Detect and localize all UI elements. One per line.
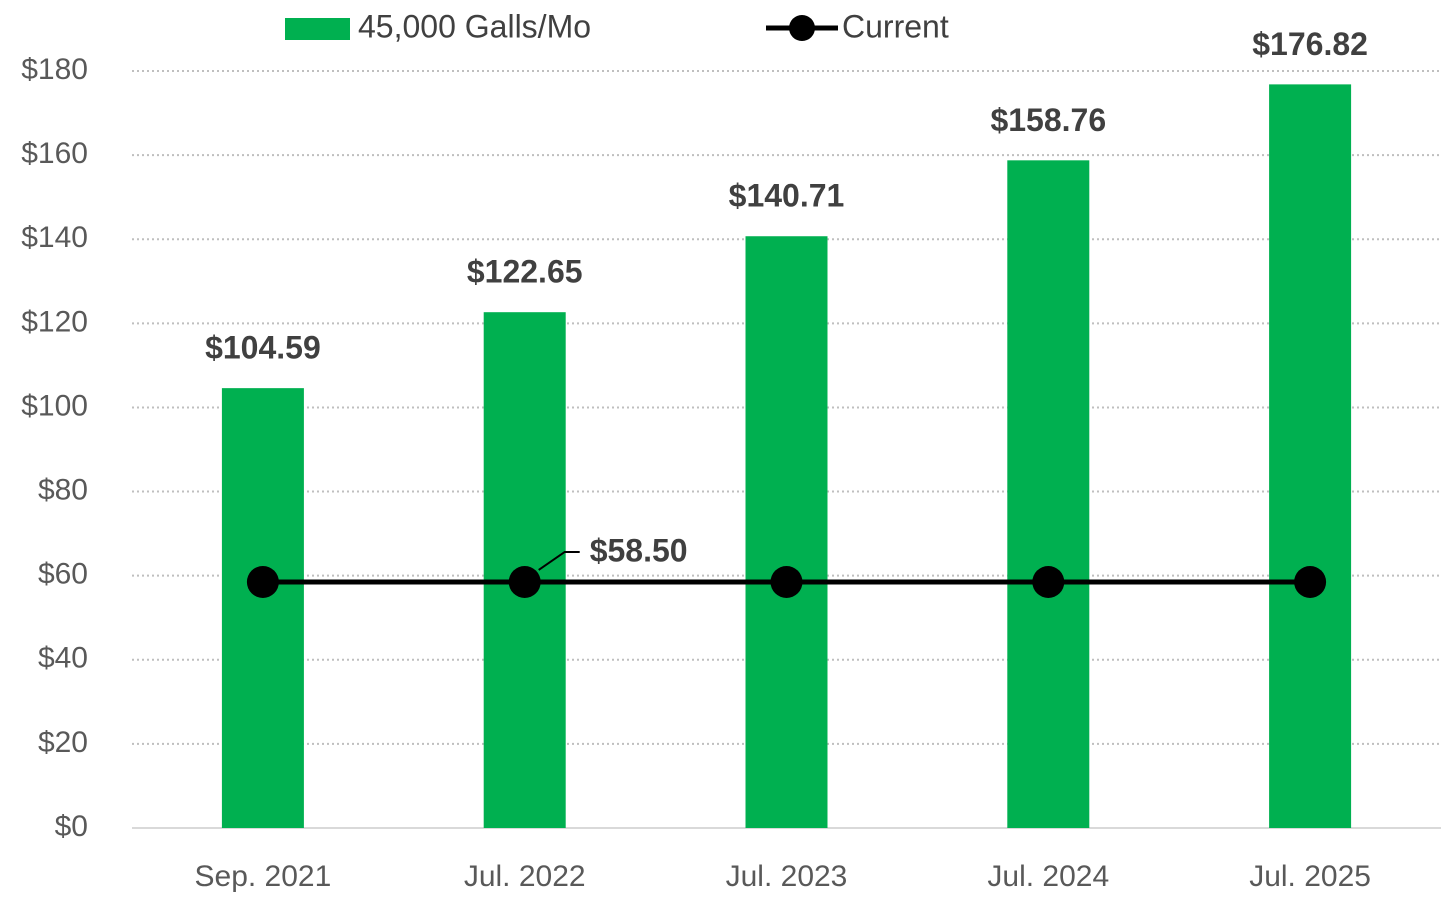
y-tick-label: $20	[38, 726, 88, 759]
data-label: $176.82	[1252, 26, 1368, 62]
y-tick-label: $140	[21, 221, 88, 254]
legend-label: Current	[842, 8, 949, 44]
leader-line	[538, 550, 580, 571]
y-tick-label: $160	[21, 137, 88, 170]
x-tick-label: Jul. 2024	[987, 860, 1109, 893]
data-label: $58.50	[590, 532, 688, 568]
y-tick-label: $180	[21, 53, 88, 86]
marker	[508, 565, 541, 598]
x-tick-label: Sep. 2021	[195, 860, 332, 893]
data-label: $122.65	[467, 254, 583, 290]
data-label: $140.71	[729, 178, 845, 214]
y-tick-label: $120	[21, 305, 88, 338]
bar	[1269, 84, 1352, 829]
legend-marker	[789, 15, 815, 41]
data-label: $158.76	[990, 102, 1106, 138]
x-tick-label: Jul. 2023	[726, 860, 848, 893]
y-tick-label: $100	[21, 389, 88, 422]
y-tick-label: $0	[55, 810, 88, 843]
marker	[1032, 565, 1065, 598]
y-tick-label: $80	[38, 473, 88, 506]
x-tick-label: Jul. 2025	[1249, 860, 1371, 893]
legend-swatch	[285, 18, 350, 40]
y-tick-label: $40	[38, 642, 88, 675]
legend-label: 45,000 Galls/Mo	[358, 8, 591, 44]
bar	[1007, 160, 1090, 829]
data-label: $104.59	[205, 330, 321, 366]
y-tick-label: $60	[38, 558, 88, 591]
marker	[246, 565, 279, 598]
bar	[221, 388, 304, 828]
marker	[1294, 565, 1327, 598]
bar	[745, 236, 828, 829]
marker	[770, 565, 803, 598]
x-tick-label: Jul. 2022	[464, 860, 586, 893]
